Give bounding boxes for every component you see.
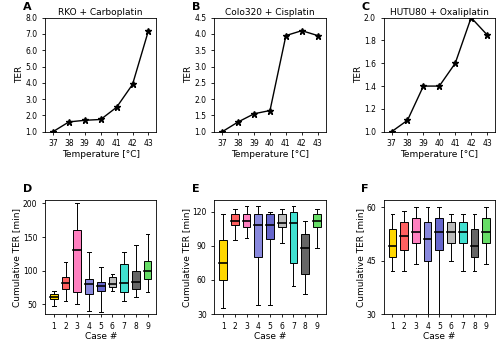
Y-axis label: TER: TER	[354, 66, 362, 83]
Bar	[400, 222, 408, 250]
Text: F: F	[362, 184, 369, 195]
Bar	[220, 240, 227, 280]
Bar	[290, 211, 298, 263]
Bar	[313, 214, 320, 227]
Bar	[412, 218, 420, 243]
Text: D: D	[22, 184, 32, 195]
Y-axis label: TER: TER	[15, 66, 24, 83]
Bar	[144, 261, 152, 279]
Bar	[482, 218, 490, 243]
Bar	[436, 218, 443, 250]
Text: B: B	[192, 2, 200, 12]
Bar	[447, 222, 455, 243]
Bar	[266, 214, 274, 239]
Bar	[388, 229, 396, 257]
X-axis label: Temperature [°C]: Temperature [°C]	[400, 150, 478, 159]
Bar	[97, 282, 104, 291]
Bar	[242, 214, 250, 227]
Y-axis label: Cumulative TER [min]: Cumulative TER [min]	[356, 208, 365, 307]
Bar	[108, 277, 116, 287]
X-axis label: Case #: Case #	[423, 332, 456, 341]
Title: HUTU80 + Oxaliplatin: HUTU80 + Oxaliplatin	[390, 8, 488, 17]
X-axis label: Temperature [°C]: Temperature [°C]	[62, 150, 140, 159]
Y-axis label: Cumulative TER [min]: Cumulative TER [min]	[182, 208, 191, 307]
Text: C: C	[362, 2, 370, 12]
Bar	[132, 270, 140, 289]
Bar	[231, 214, 238, 225]
Bar	[50, 294, 58, 299]
Bar	[254, 214, 262, 257]
Bar	[459, 222, 466, 243]
X-axis label: Temperature [°C]: Temperature [°C]	[231, 150, 309, 159]
Title: Colo320 + Cisplatin: Colo320 + Cisplatin	[225, 8, 315, 17]
Bar	[278, 214, 285, 227]
Bar	[74, 230, 81, 292]
Bar	[120, 264, 128, 292]
Bar	[302, 234, 309, 274]
Bar	[470, 229, 478, 257]
X-axis label: Case #: Case #	[84, 332, 117, 341]
Y-axis label: TER: TER	[184, 66, 193, 83]
Y-axis label: Cumulative TER [min]: Cumulative TER [min]	[12, 208, 22, 307]
Text: E: E	[192, 184, 200, 195]
Bar	[424, 222, 432, 261]
Title: RKO + Carboplatin: RKO + Carboplatin	[58, 8, 143, 17]
Bar	[85, 279, 93, 294]
Bar	[62, 277, 70, 289]
Text: A: A	[22, 2, 32, 12]
X-axis label: Case #: Case #	[254, 332, 286, 341]
